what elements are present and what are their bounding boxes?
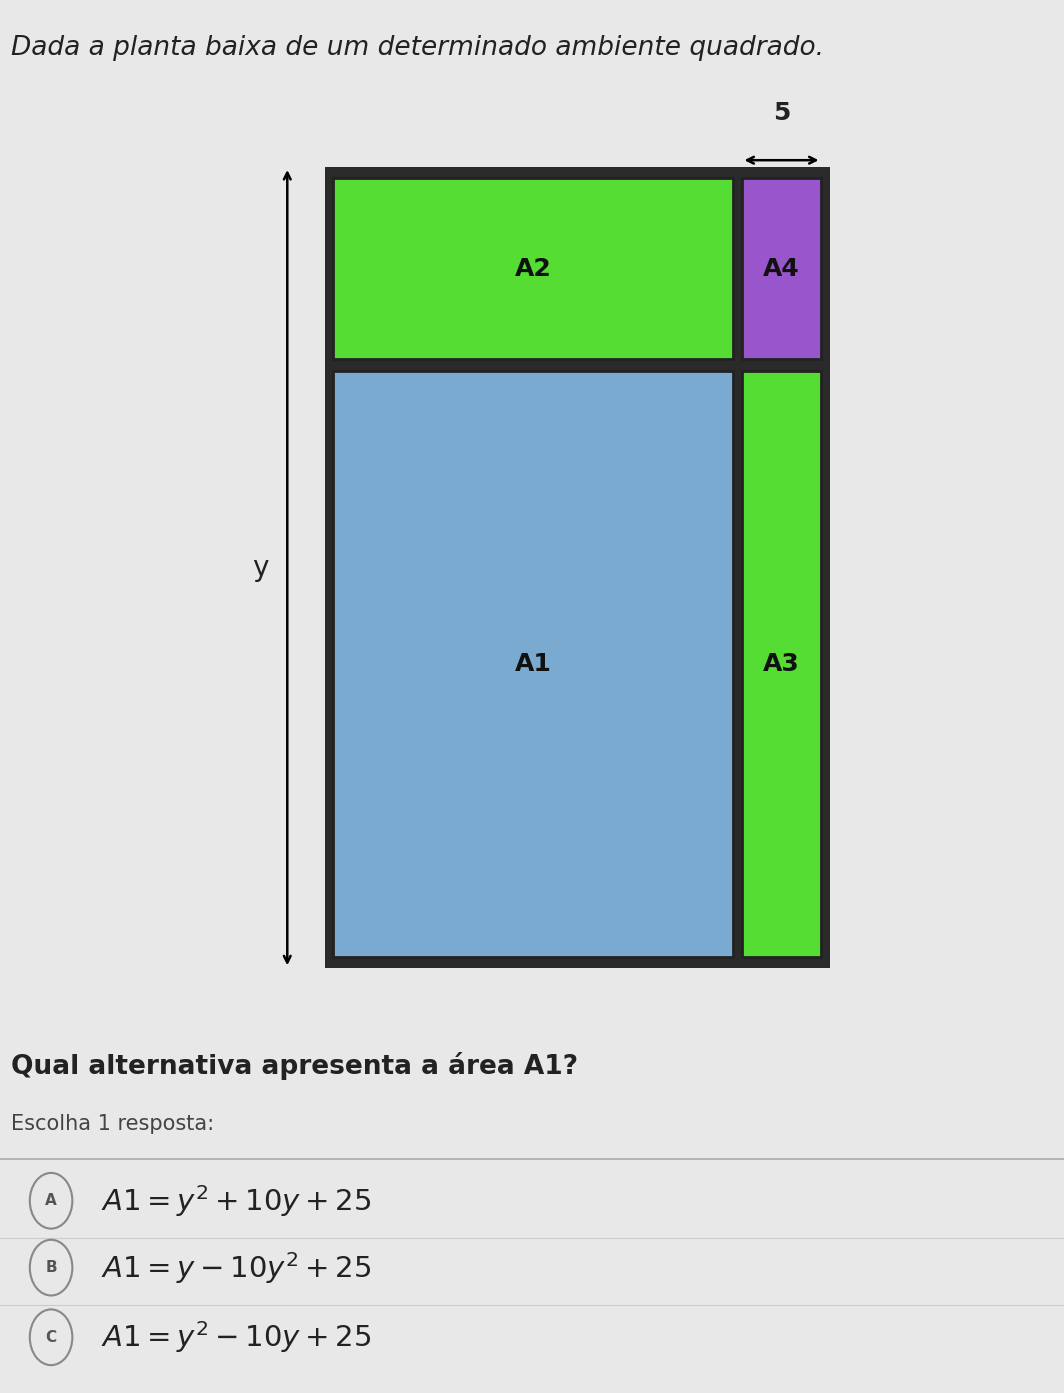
Bar — [742, 178, 821, 359]
Text: y: y — [252, 553, 269, 582]
Text: 5: 5 — [772, 102, 791, 125]
Text: $A1 = y^2 + 10y + 25$: $A1 = y^2 + 10y + 25$ — [101, 1183, 371, 1219]
Circle shape — [30, 1240, 72, 1295]
Text: A: A — [45, 1194, 57, 1208]
Text: B: B — [46, 1261, 56, 1275]
Circle shape — [30, 1173, 72, 1229]
Bar — [333, 178, 733, 359]
Bar — [333, 371, 733, 957]
Text: A4: A4 — [763, 256, 800, 281]
Text: Dada a planta baixa de um determinado ambiente quadrado.: Dada a planta baixa de um determinado am… — [11, 35, 824, 61]
Text: C: C — [46, 1330, 56, 1344]
Circle shape — [30, 1309, 72, 1365]
Text: A2: A2 — [515, 256, 551, 281]
Text: A3: A3 — [763, 652, 800, 676]
Bar — [325, 167, 830, 968]
Text: $A1 = y - 10y^2 + 25$: $A1 = y - 10y^2 + 25$ — [101, 1250, 371, 1286]
Text: $A1 = y^2 - 10y + 25$: $A1 = y^2 - 10y + 25$ — [101, 1319, 371, 1355]
Bar — [742, 371, 821, 957]
Text: Escolha 1 resposta:: Escolha 1 resposta: — [11, 1114, 214, 1134]
Text: A1: A1 — [515, 652, 551, 676]
Text: Qual alternativa apresenta a área A1?: Qual alternativa apresenta a área A1? — [11, 1052, 578, 1080]
